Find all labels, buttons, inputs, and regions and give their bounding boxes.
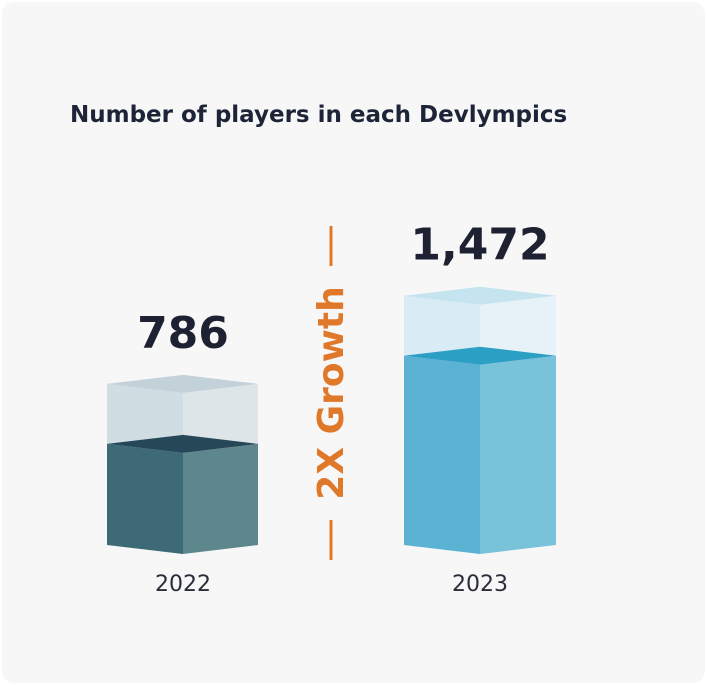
category-label-2022: 2022 — [155, 572, 211, 597]
bar-top-2023 — [404, 346, 556, 365]
bar-side-2022 — [183, 443, 258, 554]
bar-ghost-top-2023 — [404, 286, 556, 305]
bar-top-2022 — [107, 434, 258, 453]
bar-ghost-side-2023 — [480, 295, 556, 365]
bar-ghost-top-2022 — [107, 374, 258, 393]
value-label-2023: 1,472 — [410, 220, 549, 271]
bar-front-2023 — [404, 355, 480, 554]
bar-ghost-front-2022 — [107, 383, 183, 453]
bar-front-2022 — [107, 443, 183, 554]
bar-side-2023 — [480, 355, 556, 554]
chart-title: Number of players in each Devlympics — [70, 102, 568, 128]
bar-ghost-front-2023 — [404, 295, 480, 365]
growth-annotation: 2X Growth — [311, 286, 352, 499]
category-label-2023: 2023 — [452, 572, 508, 597]
bar-ghost-side-2022 — [183, 383, 258, 453]
value-label-2022: 786 — [137, 308, 229, 359]
